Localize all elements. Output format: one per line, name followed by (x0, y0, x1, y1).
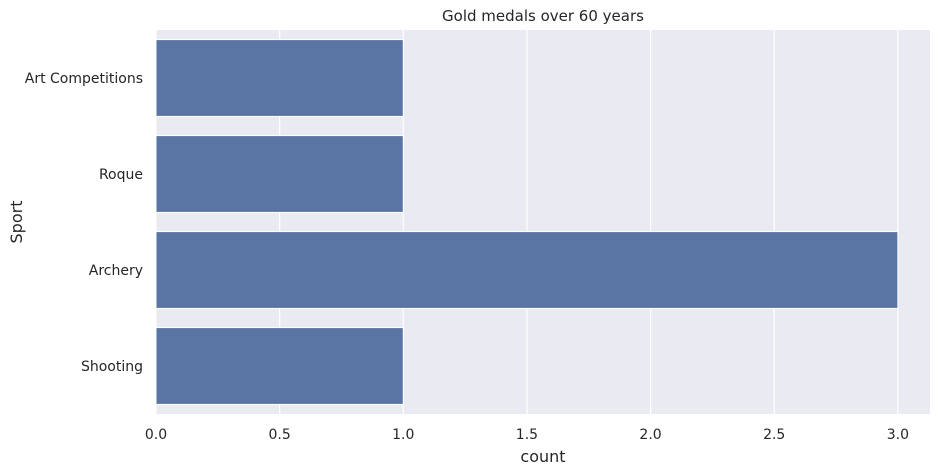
y-tick-label: Art Competitions (25, 71, 143, 87)
y-tick-label: Shooting (81, 359, 143, 375)
x-tick-label: 0.5 (269, 427, 291, 443)
x-tick-label: 1.5 (516, 427, 538, 443)
bar-shooting (155, 327, 404, 405)
bar-art-competitions (155, 39, 404, 117)
x-tick-labels: 0.0 0.5 1.0 1.5 2.0 2.5 3.0 (145, 427, 909, 443)
y-tick-label: Archery (89, 263, 143, 279)
bars (155, 39, 899, 405)
y-axis-label: Sport (7, 201, 26, 244)
x-tick-label: 0.0 (145, 427, 167, 443)
x-tick-label: 2.0 (639, 427, 661, 443)
bar-archery (155, 231, 899, 309)
chart-title: Gold medals over 60 years (442, 7, 644, 25)
bar-roque (155, 135, 404, 213)
x-tick-label: 1.0 (392, 427, 414, 443)
x-tick-label: 2.5 (763, 427, 785, 443)
x-axis-label: count (520, 447, 565, 466)
y-tick-label: Roque (99, 167, 143, 183)
x-tick-label: 3.0 (887, 427, 909, 443)
y-tick-labels: Art Competitions Roque Archery Shooting (25, 71, 143, 375)
